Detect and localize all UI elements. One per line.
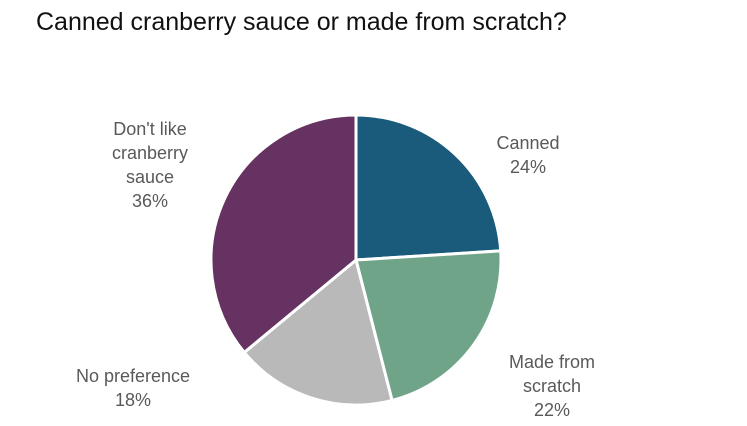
category-label: Made from scratch — [508, 352, 596, 396]
value-label: 24% — [509, 157, 547, 177]
category-label: No preference — [75, 366, 191, 386]
category-label: Don't like cranberry sauce — [111, 119, 189, 187]
pie-slice — [209, 113, 358, 355]
slice-label: Made from scratch 22% — [492, 350, 612, 422]
pie-slice — [242, 257, 394, 407]
value-label: 36% — [131, 191, 169, 211]
slice-label: No preference 18% — [53, 364, 213, 412]
chart-title: Canned cranberry sauce or made from scra… — [36, 8, 567, 36]
value-label: 18% — [114, 390, 152, 410]
pie-slice — [354, 113, 503, 262]
category-label: Canned — [496, 133, 560, 153]
value-label: 22% — [533, 400, 571, 420]
slice-label: Canned 24% — [473, 131, 583, 179]
pie-slice — [354, 249, 503, 403]
slice-label: Don't like cranberry sauce 36% — [95, 117, 205, 213]
